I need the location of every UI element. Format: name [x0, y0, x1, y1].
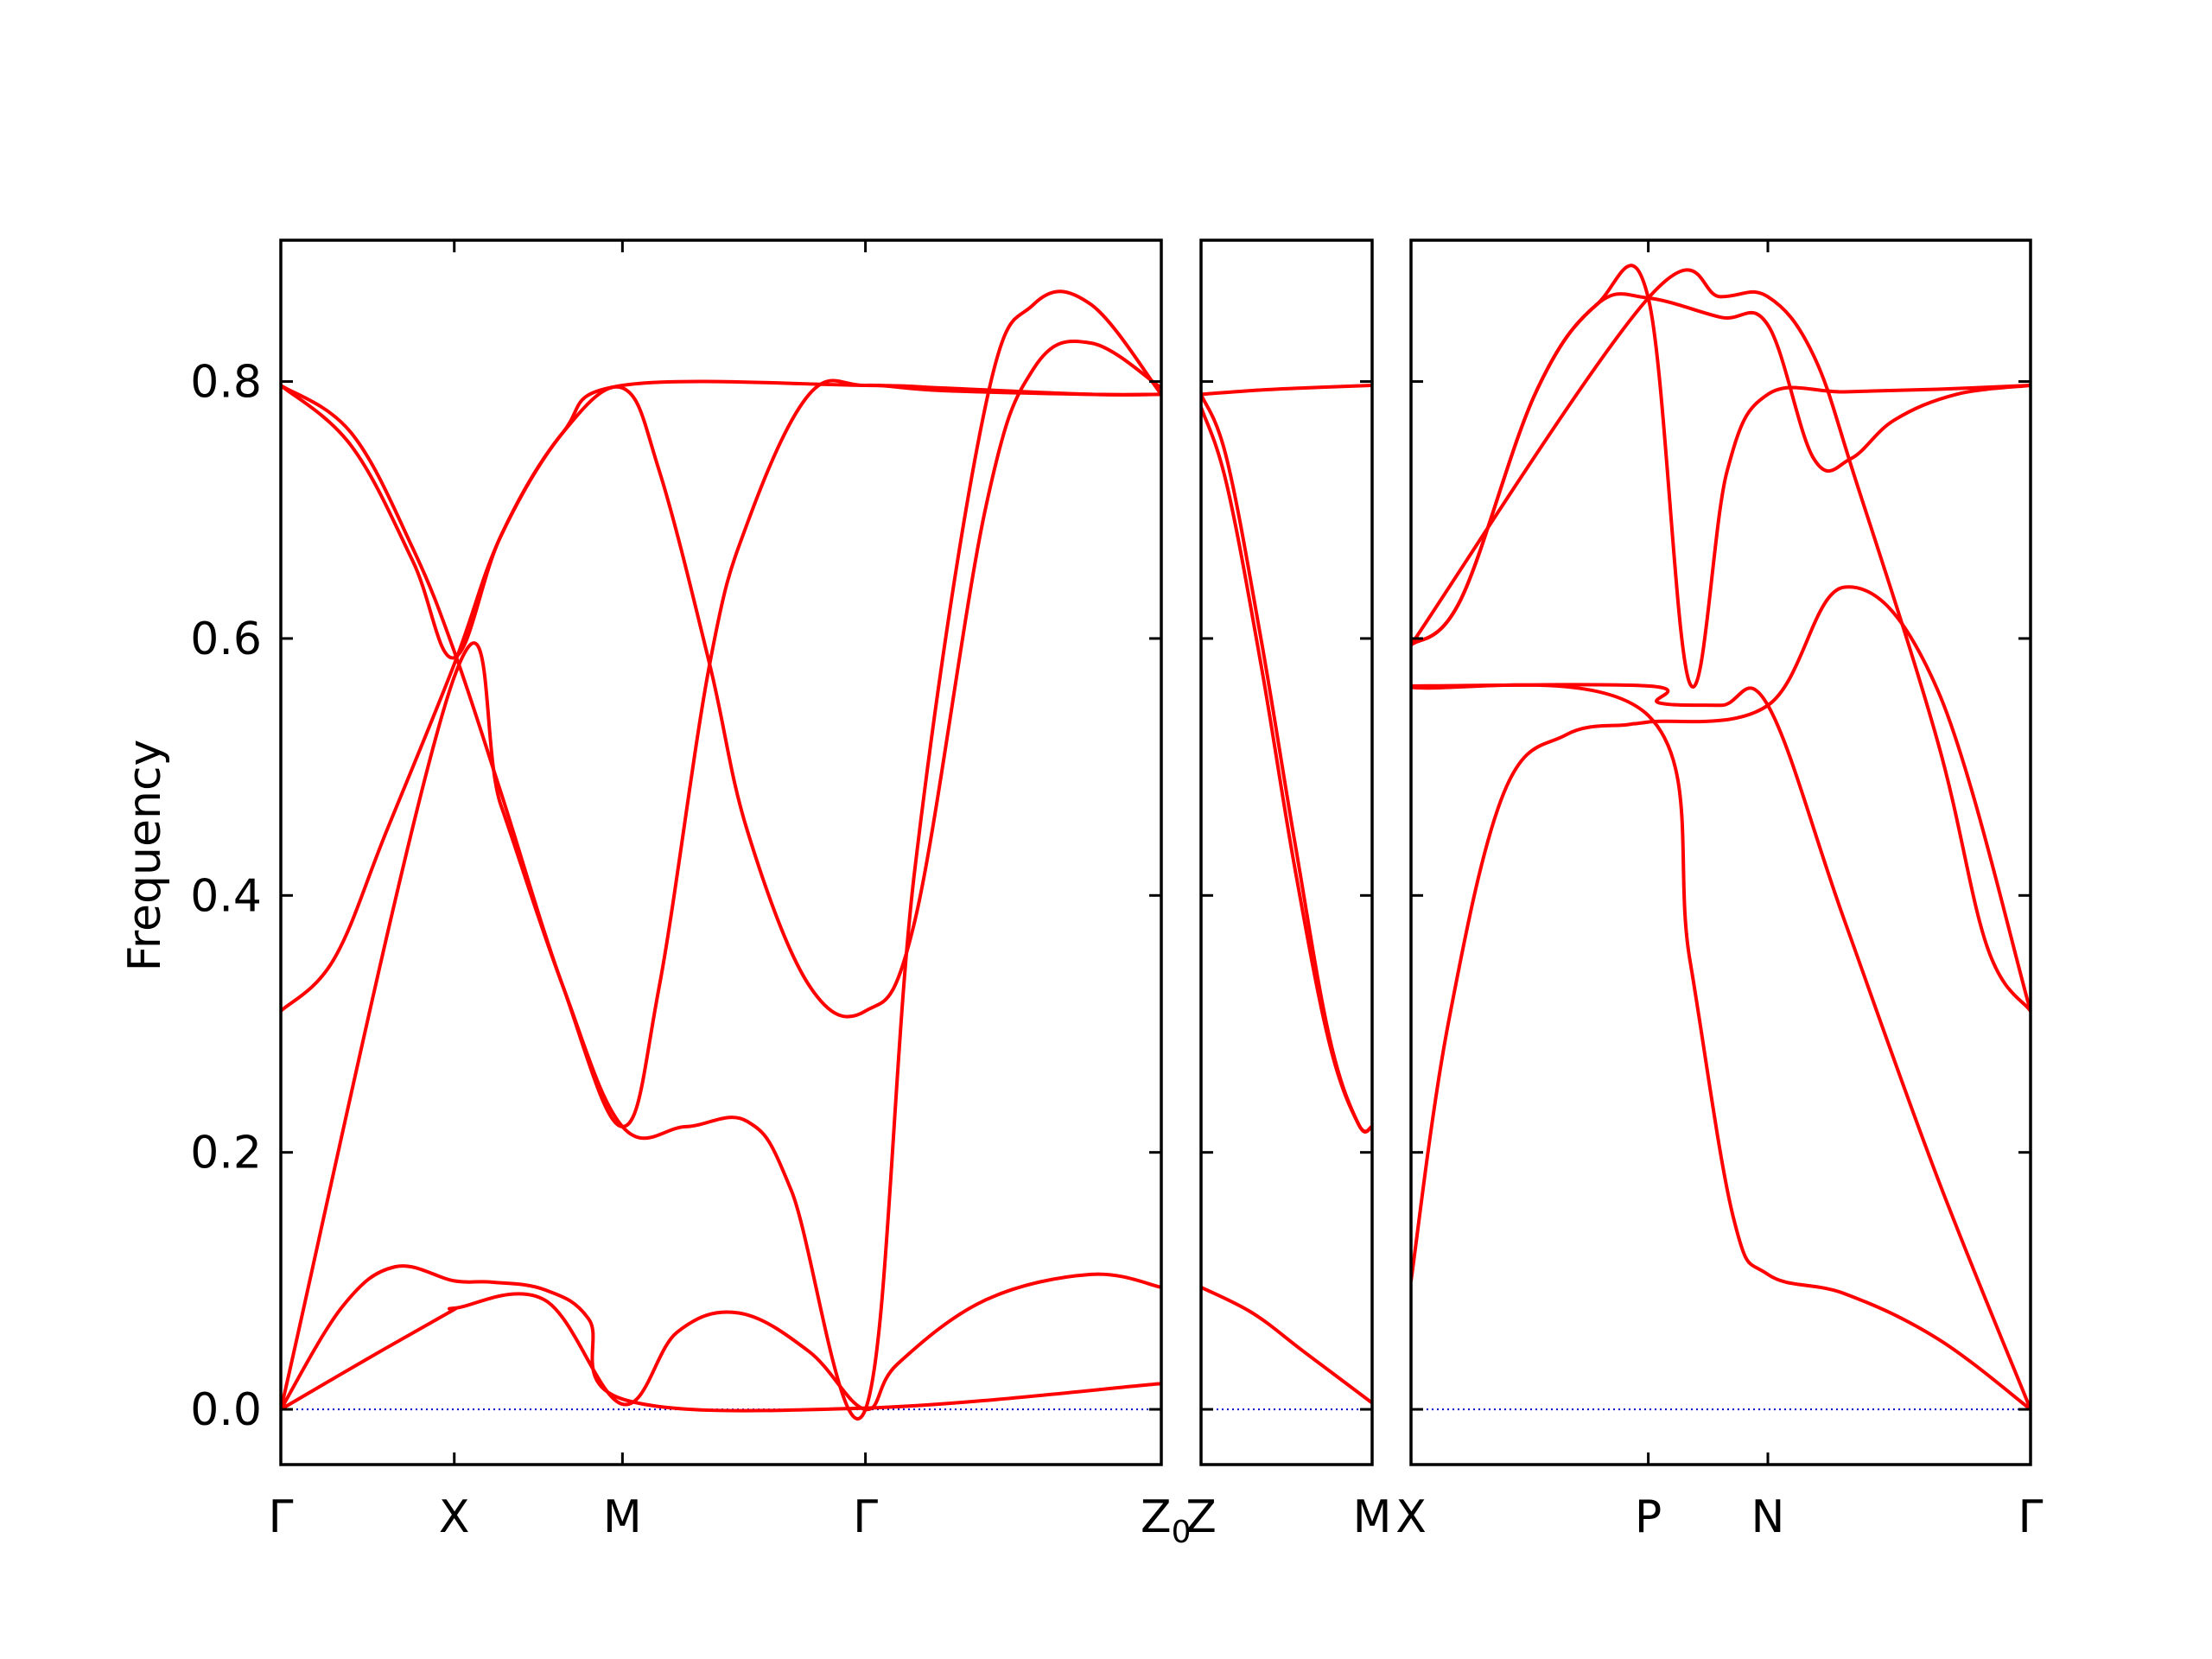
band-line-2: [281, 1264, 1161, 1413]
band-line-3: [1411, 683, 2031, 1412]
bands: [281, 289, 1161, 1421]
band-line-6: [281, 379, 1161, 660]
x-tick-label: Γ: [853, 1491, 878, 1543]
y-tick-label: 0.2: [190, 1128, 262, 1179]
band-line-5: [1411, 292, 2031, 647]
y-tick-label: 0.0: [190, 1384, 262, 1436]
plot-frame: [1199, 238, 1374, 1466]
x-tick-label: X: [439, 1491, 470, 1543]
band-line-3: [1201, 405, 1372, 1134]
x-tick-label: Γ: [269, 1491, 294, 1543]
band-line-1: [281, 1272, 1161, 1412]
band-line-1: [1411, 585, 2031, 1283]
band-line-4: [281, 340, 1161, 1019]
band-line-2: [1411, 683, 2031, 1412]
band-line-1: [1201, 1285, 1372, 1405]
x-tick-label: X: [1395, 1491, 1427, 1543]
x-tick-label: Z: [1185, 1491, 1217, 1543]
panel-2: Z M Z0: [1141, 238, 1392, 1550]
band-line-5: [281, 378, 1161, 1128]
y-tick-label: 0.4: [190, 870, 262, 922]
band-line-4: [1201, 384, 1372, 397]
plot-frame: [279, 238, 1163, 1466]
x-tick-label: P: [1635, 1491, 1662, 1543]
band-line-6: [1411, 268, 2031, 1014]
x-tick-label: M: [1353, 1491, 1392, 1543]
x-tick-label: N: [1751, 1491, 1785, 1543]
y-tick-label: 0.8: [190, 357, 262, 409]
x-tick-label-subscript: Z0: [1141, 1491, 1192, 1550]
bands: [1411, 264, 2031, 1412]
bands: [1201, 384, 1372, 1405]
y-tick-label: 0.6: [190, 613, 262, 665]
panel-1: 0.0 0.2 0.4 0.6 0.8 Γ X M Γ: [190, 238, 1163, 1543]
y-axis-title: Frequency: [119, 740, 171, 972]
plot-frame: [1409, 238, 2032, 1466]
x-tick-label: M: [603, 1491, 642, 1543]
panels: 0.00.20.40.60.8Γ X M Γ Z MZ0 X P N Γ: [190, 238, 2044, 1550]
band-line-2: [1201, 392, 1372, 1135]
band-line-3: [281, 289, 1161, 1421]
x-tick-label: Γ: [2018, 1491, 2044, 1543]
